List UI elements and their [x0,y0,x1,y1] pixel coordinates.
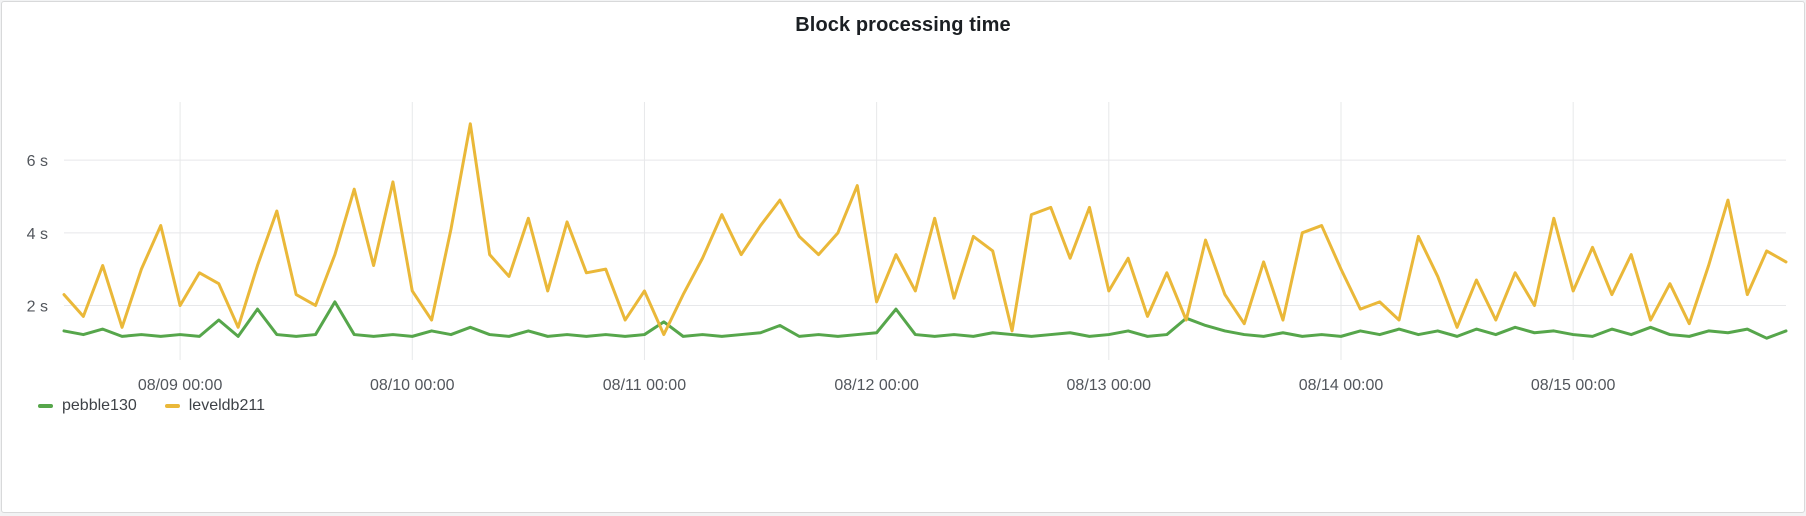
series-swatch-pebble130 [38,404,53,408]
legend-item-pebble130[interactable]: pebble130 [38,398,137,414]
legend-label-pebble130: pebble130 [62,398,137,414]
y-axis-tick-label: 2 s [27,298,48,315]
x-axis-tick-label: 08/14 00:00 [1299,377,1384,394]
panel-header: Block processing time [2,14,1804,37]
series-swatch-leveldb211 [165,404,180,408]
x-axis-tick-label: 08/10 00:00 [370,377,455,394]
legend-label-leveldb211: leveldb211 [189,398,265,414]
legend: pebble130 leveldb211 [38,398,265,414]
x-axis-tick-label: 08/11 00:00 [603,377,686,394]
series-line-leveldb211 [64,124,1786,335]
panel-title[interactable]: Block processing time [795,14,1011,37]
x-axis-tick-label: 08/09 00:00 [138,377,223,394]
series-line-pebble130 [64,302,1786,338]
legend-item-leveldb211[interactable]: leveldb211 [165,398,265,414]
x-axis-tick-label: 08/15 00:00 [1531,377,1616,394]
y-axis-tick-label: 4 s [27,226,48,243]
x-axis-tick-label: 08/13 00:00 [1067,377,1152,394]
x-axis-tick-label: 08/12 00:00 [834,377,919,394]
y-axis-tick-label: 6 s [27,153,48,170]
